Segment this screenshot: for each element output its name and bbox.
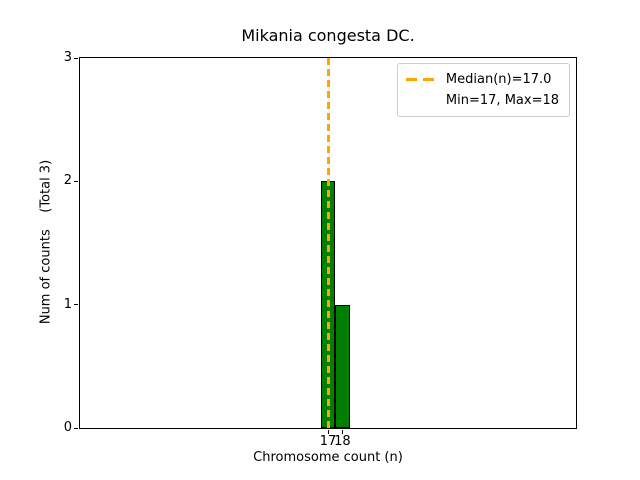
median-line bbox=[326, 58, 330, 428]
legend: Median(n)=17.0 Min=17, Max=18 bbox=[396, 63, 570, 117]
y-tick-mark bbox=[74, 180, 78, 182]
x-tick-label: 18 bbox=[334, 434, 351, 449]
legend-row-minmax: Min=17, Max=18 bbox=[406, 90, 559, 111]
plot-area: 0 1 2 3 17 18 Median(n)=17.0 Min=17, Max=18 bbox=[64, 50, 577, 449]
x-axis-label: Chromosome count (n) bbox=[253, 450, 403, 465]
y-tick-mark bbox=[74, 57, 78, 59]
legend-row-median: Median(n)=17.0 bbox=[405, 69, 559, 90]
legend-spacer bbox=[406, 99, 434, 102]
histogram-bar-18 bbox=[335, 304, 350, 428]
x-tick-label: 17 bbox=[319, 434, 337, 449]
legend-median-label: Median(n)=17.0 bbox=[445, 72, 552, 87]
y-tick-label: 1 bbox=[63, 296, 72, 312]
y-axis-label: Num of counts (Total 3) bbox=[38, 159, 54, 325]
y-tick-mark bbox=[74, 427, 78, 429]
x-tick-mark bbox=[341, 430, 343, 434]
y-tick-mark bbox=[74, 304, 78, 306]
legend-minmax-label: Min=17, Max=18 bbox=[445, 93, 559, 108]
y-tick-label: 0 bbox=[63, 420, 72, 435]
y-tick-label: 2 bbox=[63, 173, 72, 189]
median-dashed-line-swatch bbox=[405, 78, 434, 81]
x-tick-mark bbox=[327, 430, 329, 434]
chart-title: Mikania congesta DC. bbox=[241, 26, 415, 45]
y-tick-label: 3 bbox=[63, 50, 72, 65]
